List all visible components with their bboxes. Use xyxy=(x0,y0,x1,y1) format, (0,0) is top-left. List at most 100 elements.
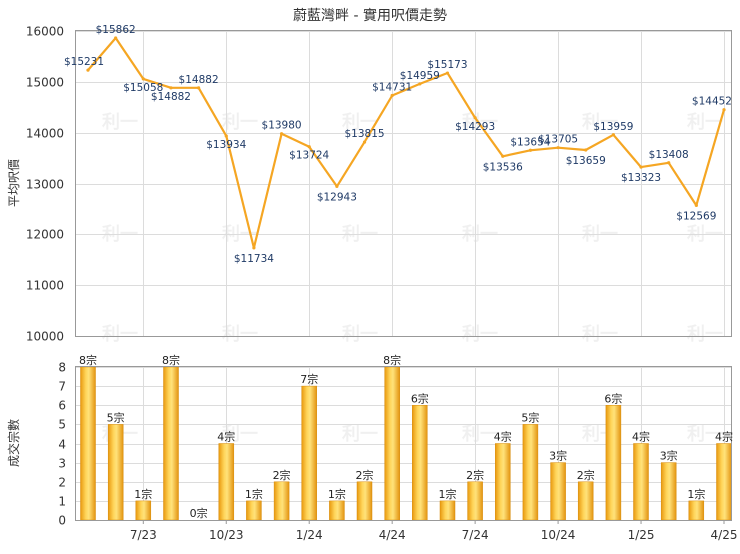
volume-bar xyxy=(550,462,566,521)
volume-data-label: 1宗 xyxy=(245,487,263,501)
price-point xyxy=(197,86,201,90)
volume-y-tick-label: 3 xyxy=(58,457,66,471)
watermark-text: 利一 xyxy=(342,423,378,445)
volume-data-label: 6宗 xyxy=(411,391,429,405)
watermark-text: 利一 xyxy=(462,323,498,345)
watermark-text: 利一 xyxy=(687,111,723,133)
volume-bar xyxy=(439,500,456,521)
volume-chart-frame xyxy=(75,366,732,521)
volume-data-label: 2宗 xyxy=(577,468,595,482)
volume-bar xyxy=(633,443,649,521)
price-data-label: $14882 xyxy=(179,74,219,86)
volume-bar xyxy=(107,424,124,521)
watermark-text: 利一 xyxy=(222,323,258,345)
watermark-text: 利一 xyxy=(687,423,723,445)
price-data-label: $15231 xyxy=(64,56,104,68)
price-point xyxy=(252,246,256,250)
price-data-label: $15058 xyxy=(123,82,163,94)
price-data-label: $13536 xyxy=(483,161,523,173)
volume-data-labels: 8宗 5宗 1宗 8宗 0宗 4宗 1宗 2宗 7宗 1宗 2宗 8宗 6宗 1宗 2宗 4宗 5宗 3宗 2宗 6宗… xyxy=(79,353,733,520)
volume-data-label: 7宗 xyxy=(300,372,318,386)
volume-y-tick-label: 0 xyxy=(58,514,66,528)
volume-bar xyxy=(605,405,622,521)
watermark-text: 利一 xyxy=(462,111,498,133)
price-data-label: $13980 xyxy=(262,120,302,132)
price-point xyxy=(86,68,90,72)
price-data-label: $13323 xyxy=(621,172,661,184)
volume-bar xyxy=(467,481,483,521)
price-y-tick-label: 12000 xyxy=(26,228,64,242)
volume-data-label: 5宗 xyxy=(107,410,125,424)
price-data-label: $13959 xyxy=(593,121,633,133)
volume-bar xyxy=(522,424,539,521)
price-point xyxy=(639,165,643,169)
volume-data-label: 6宗 xyxy=(604,391,622,405)
volume-bar xyxy=(660,462,677,521)
volume-bar xyxy=(495,443,511,521)
price-point xyxy=(473,116,477,120)
price-data-label: $14452 xyxy=(692,96,732,108)
price-data-label: $13934 xyxy=(206,139,246,151)
volume-bar xyxy=(329,500,345,521)
volume-bar xyxy=(716,443,732,521)
volume-data-label: 1宗 xyxy=(438,487,456,501)
watermark-text: 利一 xyxy=(582,323,618,345)
price-data-label: $15173 xyxy=(427,59,467,71)
price-point xyxy=(584,148,588,152)
volume-bar-series xyxy=(80,366,732,521)
price-data-label: $14293 xyxy=(455,121,495,133)
price-data-label: $12943 xyxy=(317,191,357,203)
price-data-label: $14731 xyxy=(372,82,412,94)
price-point xyxy=(611,133,615,137)
price-data-label: $13815 xyxy=(344,128,384,140)
price-data-label: $13659 xyxy=(566,155,606,167)
price-point xyxy=(556,146,560,150)
volume-y-tick-label: 5 xyxy=(58,418,66,432)
price-data-label: $13654 xyxy=(510,136,550,148)
volume-data-label: 5宗 xyxy=(521,410,539,424)
price-data-label: $14882 xyxy=(151,91,191,103)
volume-bar xyxy=(412,405,428,521)
price-point xyxy=(445,71,450,75)
price-y-tick-label: 16000 xyxy=(26,25,64,39)
price-point xyxy=(279,132,284,136)
watermark-text: 利一 xyxy=(222,111,258,133)
price-point xyxy=(141,77,145,81)
chart-title: 蔚藍灣畔 - 實用呎價走勢 xyxy=(293,7,447,24)
x-tick-label: 10/24 xyxy=(541,528,576,542)
volume-data-label: 4宗 xyxy=(715,430,733,444)
volume-chart-x-axis: 7/23 10/23 1/24 4/24 7/24 10/24 1/25 4/25 xyxy=(130,520,738,542)
price-data-label: $11734 xyxy=(234,253,274,265)
watermark-text: 利一 xyxy=(582,111,618,133)
volume-data-label: 8宗 xyxy=(79,353,97,367)
price-point xyxy=(418,82,422,86)
price-y-tick-label: 13000 xyxy=(26,178,64,192)
price-y-tick-label: 11000 xyxy=(26,279,64,293)
volume-y-tick-label: 1 xyxy=(58,495,66,509)
x-tick-label: 7/23 xyxy=(130,528,157,542)
volume-bar xyxy=(273,481,290,521)
x-tick-label: 10/23 xyxy=(209,528,244,542)
volume-bar xyxy=(163,366,179,521)
volume-bar xyxy=(688,500,705,521)
volume-data-label: 4宗 xyxy=(217,430,235,444)
volume-bar xyxy=(577,481,594,521)
volume-chart-y-axis: 0 1 2 3 4 5 6 7 8 xyxy=(58,361,66,528)
x-tick-label: 4/25 xyxy=(711,528,738,542)
volume-data-label: 1宗 xyxy=(687,487,705,501)
price-data-label: $14959 xyxy=(400,70,440,82)
price-data-label: $12569 xyxy=(676,210,716,222)
price-line-series xyxy=(86,36,726,250)
volume-y-tick-label: 8 xyxy=(58,361,66,375)
price-chart-y-axis: 10000 11000 12000 13000 14000 15000 16000 xyxy=(26,25,64,344)
watermark-text: 利一 xyxy=(687,323,723,345)
volume-data-label: 1宗 xyxy=(134,487,152,501)
price-data-label: $15862 xyxy=(96,24,136,36)
price-data-label: $13408 xyxy=(649,149,689,161)
watermark-text: 利一 xyxy=(102,323,138,345)
price-point xyxy=(307,145,311,149)
volume-bar xyxy=(246,500,262,521)
x-tick-label: 1/24 xyxy=(296,528,323,542)
volume-data-label: 2宗 xyxy=(466,468,484,482)
price-point xyxy=(501,154,505,158)
